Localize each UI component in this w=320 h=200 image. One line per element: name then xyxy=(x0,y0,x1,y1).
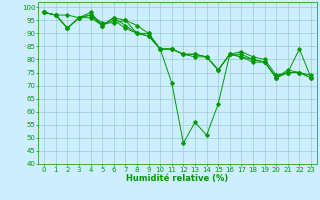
X-axis label: Humidité relative (%): Humidité relative (%) xyxy=(126,174,229,183)
